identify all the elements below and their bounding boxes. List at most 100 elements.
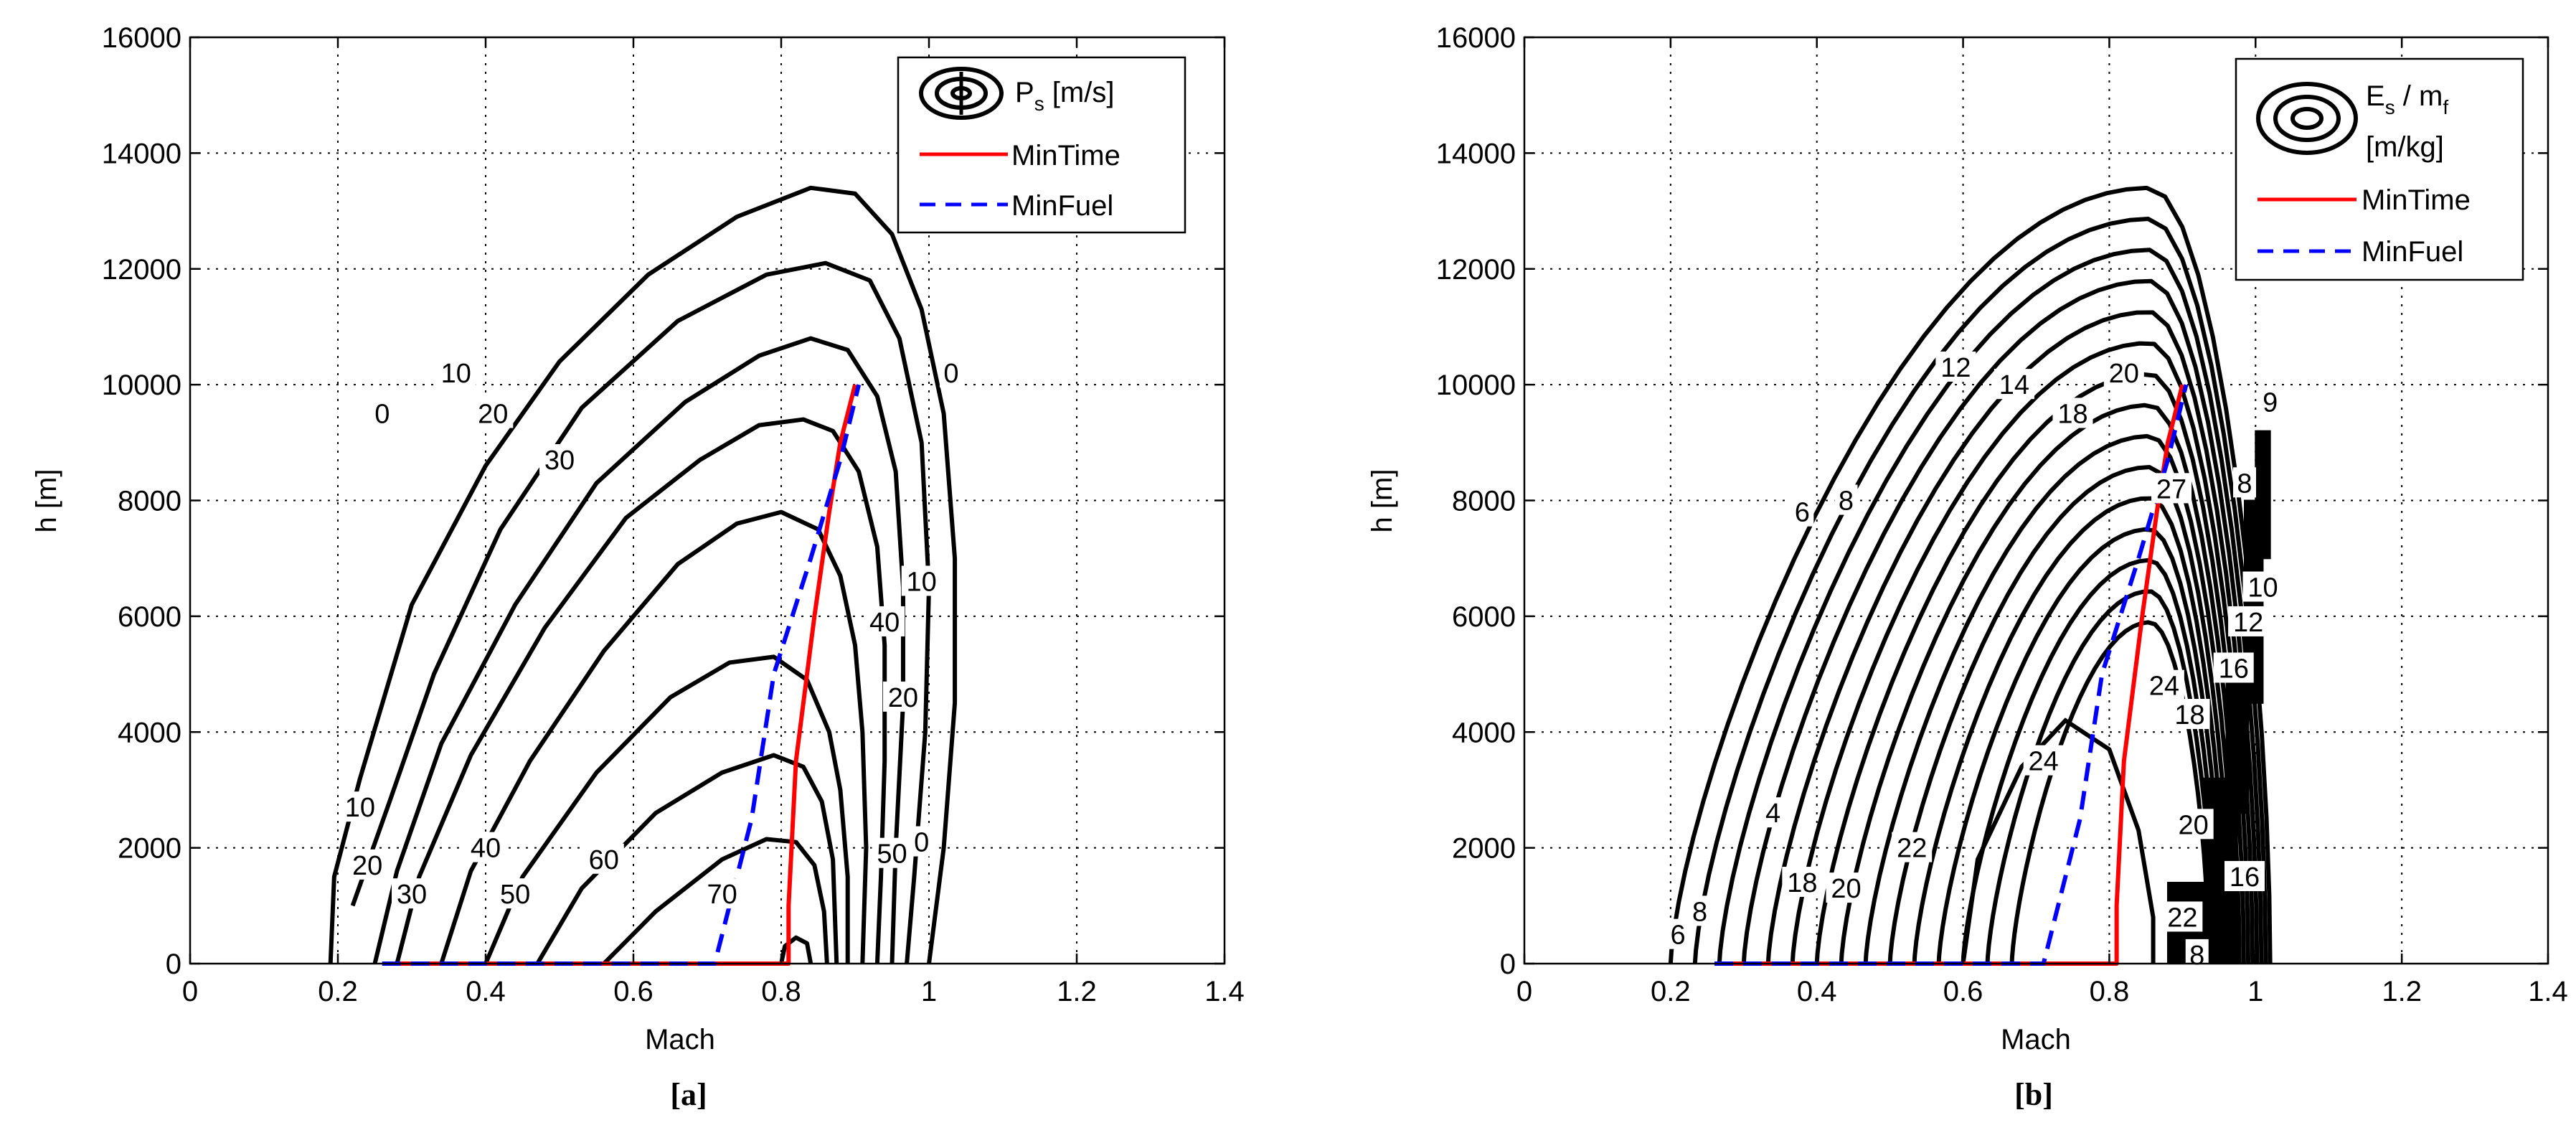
- y-tick-label: 4000: [1452, 717, 1516, 748]
- y-tick-label: 2000: [118, 833, 181, 865]
- ticks-a: 0 0.2 0.4 0.6 0.8 1 1.2 1.402000400060008000100…: [102, 22, 1245, 1007]
- contour-line: [602, 837, 829, 966]
- contour-label-bg: [2213, 652, 2254, 683]
- mintime-line: [382, 384, 857, 966]
- y-tick-label: 0: [166, 949, 181, 980]
- contour-label-bg: [1892, 832, 1933, 862]
- legend-minfuel-label-b: MinFuel: [2362, 236, 2463, 268]
- contour-label: 20: [1831, 874, 1861, 904]
- contour-label-bg: [1994, 369, 2034, 400]
- panel-caption-a: [a]: [670, 1077, 707, 1112]
- contour-label-bg: [2228, 606, 2269, 636]
- contour-label: 20: [352, 851, 382, 881]
- contour-label: 12: [2233, 608, 2263, 638]
- contour-label: 18: [2174, 700, 2204, 730]
- x-tick-label: 0: [1516, 976, 1532, 1007]
- contour-label-bg: [539, 444, 580, 475]
- contour-label: 16: [2219, 654, 2249, 684]
- x-tick-label: 0.2: [1651, 976, 1691, 1007]
- y-tick-label: 0: [1500, 949, 1516, 980]
- x-tick-label: 1.2: [2382, 976, 2422, 1007]
- x-axis-label-a: Mach: [645, 1024, 715, 1055]
- contour-label-bg: [2169, 699, 2210, 730]
- contour-label-bg: [2173, 809, 2214, 839]
- legend-ps-main: P: [1015, 77, 1034, 108]
- contour-label-bg: [939, 357, 963, 387]
- contour-line: [1668, 185, 2273, 964]
- contour-label: 10: [345, 793, 375, 823]
- contour-label-bg: [1834, 484, 1858, 515]
- contour-label-bg: [901, 565, 942, 596]
- x-tick-label: 0: [182, 976, 198, 1007]
- contour-label-bg: [1826, 872, 1867, 903]
- contour-label-bg: [2224, 860, 2265, 891]
- legend-ps-unit: [m/s]: [1044, 77, 1115, 108]
- contour-label-bg: [910, 826, 933, 857]
- contour-label: 16: [2230, 862, 2260, 893]
- contour-label: 22: [1897, 834, 1927, 864]
- y-tick-label: 6000: [1452, 601, 1516, 633]
- contour-label-bg: [495, 878, 536, 909]
- contour-legend-icon: [919, 67, 1004, 120]
- contour-label: 20: [2179, 810, 2209, 840]
- contour-label: 8: [2237, 469, 2252, 499]
- contour-label-bg: [1791, 496, 1814, 527]
- legend-mintime-label-b: MinTime: [2362, 184, 2471, 216]
- contour-label-bg: [1688, 895, 1712, 926]
- x-axis-label-b: Mach: [2001, 1024, 2071, 1055]
- contour-label-bg: [2151, 473, 2192, 504]
- contour-label: 50: [500, 880, 530, 910]
- dense-contour-region: [2166, 430, 2271, 964]
- legend-es-main: E: [2366, 80, 2385, 112]
- y-tick-label: 8000: [118, 486, 181, 517]
- contour-label-bg: [2232, 467, 2256, 498]
- y-tick-label: 16000: [102, 22, 181, 54]
- contour-label-bg: [872, 837, 912, 868]
- contour-label-bg: [2103, 357, 2144, 387]
- contour-line: [439, 509, 869, 964]
- legend-esmf-unit: [m/kg]: [2366, 131, 2444, 163]
- x-tick-label: 0.6: [1943, 976, 1983, 1007]
- contour-label: 8: [2189, 941, 2204, 971]
- contour-label-bg: [1666, 918, 1690, 949]
- contour-label-bg: [435, 357, 476, 387]
- contour-label-bg: [473, 398, 514, 428]
- contour-line: [328, 185, 958, 964]
- contour-label-bg: [1782, 867, 1823, 898]
- contour-label-bg: [339, 791, 380, 822]
- contour-label-bg: [702, 878, 742, 909]
- x-tick-label: 1: [2247, 976, 2263, 1007]
- x-tick-label: 0.2: [318, 976, 358, 1007]
- legend-box-b: [2235, 57, 2524, 281]
- y-tick-label: 8000: [1452, 486, 1516, 517]
- contour-label: 0: [374, 399, 390, 429]
- y-tick-label: 16000: [1436, 22, 1516, 54]
- contour-label: 27: [2156, 474, 2186, 504]
- y-tick-label: 10000: [1436, 370, 1516, 401]
- contour-label-bg: [392, 878, 432, 909]
- x-tick-label: 1.4: [1204, 976, 1245, 1007]
- contour-label: 14: [1999, 370, 2029, 400]
- contour-label: 10: [907, 567, 937, 597]
- contour-label-bg: [466, 832, 506, 862]
- contour-label-bg: [882, 681, 923, 712]
- contour-line: [1912, 496, 2229, 964]
- x-tick-label: 0.8: [761, 976, 801, 1007]
- contour-legend-icon: [2256, 82, 2358, 155]
- contour-line: [1790, 341, 2251, 964]
- contour-label: 9: [2263, 387, 2278, 418]
- legend-a: Ps [m/s] MinTime MinFuel: [897, 56, 1186, 234]
- contour-label-bg: [2023, 745, 2064, 776]
- contour-label: 20: [2109, 359, 2139, 389]
- x-tick-label: 0.6: [613, 976, 654, 1007]
- contour-line: [350, 260, 931, 964]
- legend-esmf-label: Es / mf: [2366, 80, 2448, 118]
- contour-label: 18: [1787, 868, 1817, 898]
- contour-label: 20: [478, 399, 508, 429]
- contour-label: 8: [1839, 486, 1854, 517]
- contour-line: [1839, 403, 2242, 964]
- contour-label: 4: [1765, 799, 1780, 829]
- contours-a: [328, 185, 958, 966]
- y-tick-label: 6000: [118, 601, 181, 633]
- contour-line: [483, 654, 850, 965]
